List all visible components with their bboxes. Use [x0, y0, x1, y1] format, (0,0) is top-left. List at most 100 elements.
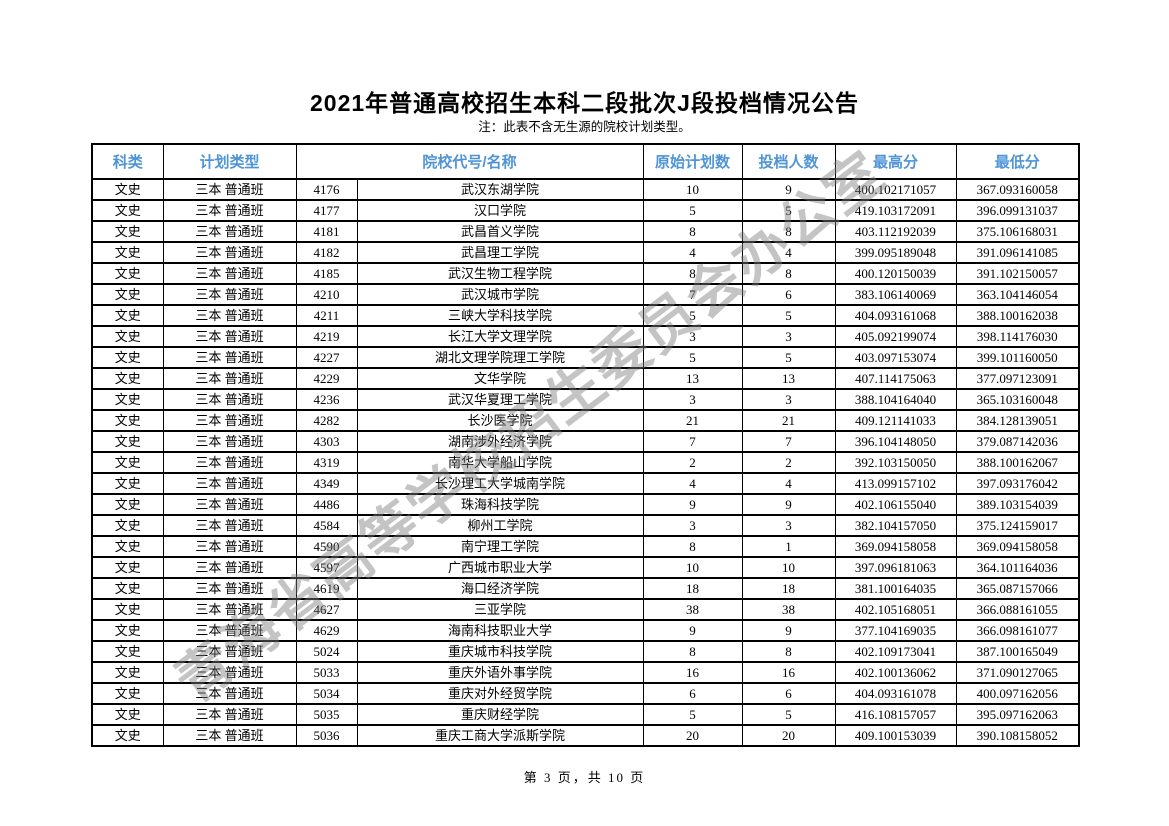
cell-category: 文史: [91, 262, 164, 285]
cell-category: 文史: [91, 220, 164, 243]
table-row: 文史 三本 普通班 4282 长沙医学院 21 21 409.121141033 384.12…: [91, 409, 1080, 432]
cell-max-score: 416.108157057: [834, 703, 957, 726]
cell-original-plan-count: 20: [642, 724, 743, 747]
cell-college-code: 4629: [295, 619, 358, 642]
cell-college-code: 4236: [295, 388, 358, 411]
cell-college-name: 广西城市职业大学: [356, 556, 644, 579]
cell-original-plan-count: 38: [642, 598, 743, 621]
cell-max-score: 399.095189048: [834, 241, 957, 264]
table-row: 文史 三本 普通班 4349 长沙理工大学城南学院 4 4 413.099157102 397…: [91, 472, 1080, 495]
cell-college-name: 长江大学文理学院: [356, 325, 644, 348]
cell-original-plan-count: 16: [642, 661, 743, 684]
cell-college-name: 武汉东湖学院: [356, 178, 644, 201]
cell-college-code: 4210: [295, 283, 358, 306]
cell-plan-type: 三本 普通班: [162, 724, 297, 747]
cell-college-name: 重庆外语外事学院: [356, 661, 644, 684]
cell-category: 文史: [91, 598, 164, 621]
table-row: 文史 三本 普通班 4319 南华大学船山学院 2 2 392.103150050 388.1…: [91, 451, 1080, 474]
cell-plan-type: 三本 普通班: [162, 703, 297, 726]
cell-min-score: 365.103160048: [955, 388, 1080, 411]
cell-max-score: 396.104148050: [834, 430, 957, 453]
cell-college-code: 4181: [295, 220, 358, 243]
cell-max-score: 400.120150039: [834, 262, 957, 285]
cell-category: 文史: [91, 724, 164, 747]
cell-plan-type: 三本 普通班: [162, 472, 297, 495]
cell-category: 文史: [91, 472, 164, 495]
cell-plan-type: 三本 普通班: [162, 262, 297, 285]
cell-college-name: 三亚学院: [356, 598, 644, 621]
cell-college-code: 5036: [295, 724, 358, 747]
cell-max-score: 409.121141033: [834, 409, 957, 432]
page-note: 注：此表不含无生源的院校计划类型。: [478, 120, 691, 134]
cell-college-code: 4182: [295, 241, 358, 264]
cell-max-score: 369.094158058: [834, 535, 957, 558]
cell-plan-type: 三本 普通班: [162, 556, 297, 579]
results-table: 科类 计划类型 院校代号/名称 原始计划数 投档人数 最高分 最低分 文史 三本 普通班 417…: [91, 143, 1081, 747]
table-row: 文史 三本 普通班 4177 汉口学院 5 5 419.103172091 396.09913…: [91, 199, 1080, 222]
cell-category: 文史: [91, 556, 164, 579]
cell-college-code: 4486: [295, 493, 358, 516]
cell-original-plan-count: 3: [642, 325, 743, 348]
cell-plan-type: 三本 普通班: [162, 199, 297, 222]
cell-college-name: 武汉城市学院: [356, 283, 644, 306]
cell-college-code: 4319: [295, 451, 358, 474]
cell-plan-type: 三本 普通班: [162, 388, 297, 411]
cell-original-plan-count: 9: [642, 493, 743, 516]
table-row: 文史 三本 普通班 4229 文华学院 13 13 407.114175063 377.097…: [91, 367, 1080, 390]
cell-college-name: 湖南涉外经济学院: [356, 430, 644, 453]
cell-original-plan-count: 10: [642, 556, 743, 579]
cell-college-name: 海口经济学院: [356, 577, 644, 600]
cell-filed-count: 18: [741, 577, 836, 600]
cell-college-code: 4282: [295, 409, 358, 432]
cell-min-score: 371.090127065: [955, 661, 1080, 684]
table-row: 文史 三本 普通班 4181 武昌首义学院 8 8 403.112192039 375.106…: [91, 220, 1080, 243]
cell-min-score: 366.088161055: [955, 598, 1080, 621]
cell-college-name: 武汉华夏理工学院: [356, 388, 644, 411]
cell-max-score: 405.092199074: [834, 325, 957, 348]
cell-category: 文史: [91, 577, 164, 600]
cell-original-plan-count: 3: [642, 514, 743, 537]
cell-category: 文史: [91, 304, 164, 327]
cell-max-score: 402.109173041: [834, 640, 957, 663]
cell-filed-count: 2: [741, 451, 836, 474]
cell-college-name: 珠海科技学院: [356, 493, 644, 516]
cell-college-name: 南华大学船山学院: [356, 451, 644, 474]
cell-original-plan-count: 8: [642, 220, 743, 243]
cell-filed-count: 4: [741, 241, 836, 264]
cell-college-name: 武昌理工学院: [356, 241, 644, 264]
cell-plan-type: 三本 普通班: [162, 220, 297, 243]
cell-category: 文史: [91, 346, 164, 369]
cell-plan-type: 三本 普通班: [162, 577, 297, 600]
cell-college-name: 重庆工商大学派斯学院: [356, 724, 644, 747]
cell-college-name: 重庆城市科技学院: [356, 640, 644, 663]
cell-filed-count: 3: [741, 388, 836, 411]
table-row: 文史 三本 普通班 5035 重庆财经学院 5 5 416.108157057 395.097…: [91, 703, 1080, 726]
cell-min-score: 375.106168031: [955, 220, 1080, 243]
cell-min-score: 391.096141085: [955, 241, 1080, 264]
cell-max-score: 409.100153039: [834, 724, 957, 747]
cell-college-code: 4627: [295, 598, 358, 621]
cell-max-score: 413.099157102: [834, 472, 957, 495]
cell-category: 文史: [91, 619, 164, 642]
cell-plan-type: 三本 普通班: [162, 283, 297, 306]
table-row: 文史 三本 普通班 4219 长江大学文理学院 3 3 405.092199074 398.1…: [91, 325, 1080, 348]
cell-filed-count: 9: [741, 619, 836, 642]
table-row: 文史 三本 普通班 4629 海南科技职业大学 9 9 377.104169035 366.0…: [91, 619, 1080, 642]
cell-filed-count: 9: [741, 493, 836, 516]
column-header: 计划类型: [162, 143, 297, 180]
cell-category: 文史: [91, 283, 164, 306]
table-header: 科类 计划类型 院校代号/名称 原始计划数 投档人数 最高分 最低分: [91, 143, 1080, 180]
cell-filed-count: 6: [741, 283, 836, 306]
cell-college-code: 4619: [295, 577, 358, 600]
cell-college-name: 重庆财经学院: [356, 703, 644, 726]
cell-min-score: 397.093176042: [955, 472, 1080, 495]
cell-category: 文史: [91, 388, 164, 411]
cell-original-plan-count: 7: [642, 283, 743, 306]
cell-filed-count: 9: [741, 178, 836, 201]
cell-min-score: 365.087157066: [955, 577, 1080, 600]
cell-max-score: 407.114175063: [834, 367, 957, 390]
cell-min-score: 399.101160050: [955, 346, 1080, 369]
cell-max-score: 383.106140069: [834, 283, 957, 306]
cell-min-score: 398.114176030: [955, 325, 1080, 348]
cell-plan-type: 三本 普通班: [162, 409, 297, 432]
